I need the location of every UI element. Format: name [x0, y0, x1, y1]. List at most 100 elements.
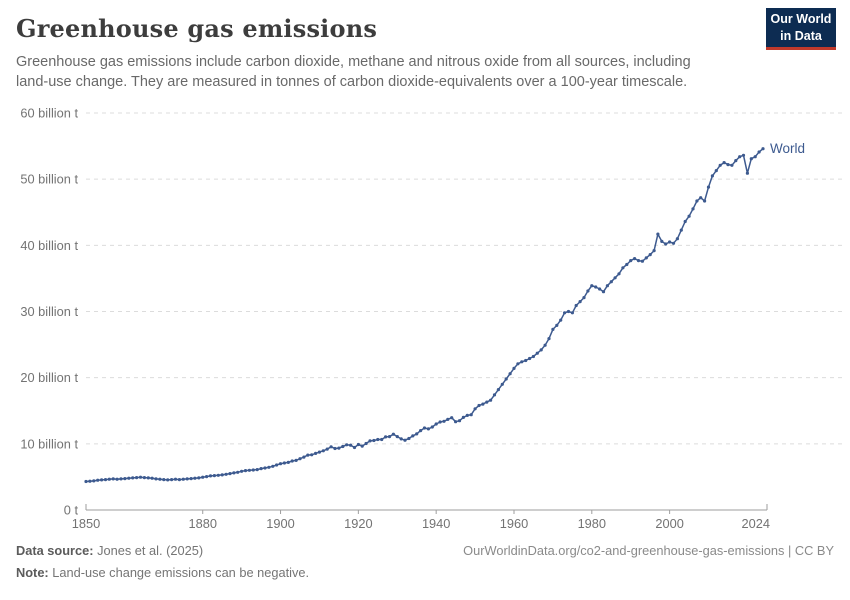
world-series-point: [524, 358, 528, 363]
series-label-world[interactable]: World: [770, 141, 805, 156]
world-series-point: [671, 241, 676, 245]
world-series-point: [473, 407, 477, 411]
world-series-point: [601, 290, 606, 294]
world-series-point: [457, 419, 462, 423]
world-series-point: [555, 323, 559, 327]
world-series-point: [582, 296, 586, 300]
chart-svg: 0 t 10 billion t 20 billion t 30 billion t 4…: [20, 106, 844, 531]
world-series-point: [722, 161, 726, 165]
world-series-point: [345, 443, 349, 447]
world-series-point: [306, 453, 310, 457]
world-series-point: [703, 199, 707, 203]
world-series-point: [757, 150, 761, 154]
world-series-point: [598, 287, 602, 291]
x-axis-tick-label: 1900: [266, 516, 294, 531]
world-series-point: [710, 174, 715, 178]
world-series-point: [158, 477, 162, 481]
world-series-point: [749, 157, 753, 161]
world-series-point: [96, 478, 100, 482]
world-series-point: [259, 467, 263, 471]
x-axis-tick-label: 2024: [742, 516, 770, 531]
y-axis-tick-label: 60 billion t: [20, 106, 78, 121]
world-series-point: [224, 472, 228, 476]
data-source-label: Data source:: [16, 543, 94, 558]
world-series-point: [636, 259, 641, 263]
world-series-point: [489, 398, 493, 402]
world-series-point: [660, 239, 664, 243]
world-series-point: [450, 416, 454, 420]
world-series-point: [496, 388, 500, 392]
world-series-point: [349, 443, 353, 447]
world-series-point: [734, 159, 738, 163]
world-series-point: [135, 476, 139, 480]
world-series-point: [551, 327, 555, 331]
world-series-point: [586, 289, 590, 293]
world-series-point: [193, 476, 197, 480]
world-series-point: [745, 171, 750, 175]
world-series-point: [668, 240, 672, 244]
owid-logo-line2: in Data: [780, 28, 822, 43]
world-series-point: [629, 259, 633, 263]
world-series-point: [531, 354, 536, 359]
world-series-point: [407, 436, 411, 441]
world-series-point: [387, 435, 392, 439]
world-series-point: [201, 475, 205, 479]
world-series-point: [411, 434, 415, 438]
world-series-point: [547, 337, 551, 341]
world-series-point: [415, 432, 419, 436]
world-series-point: [718, 163, 722, 167]
world-series-point: [640, 259, 645, 263]
world-series-point: [481, 402, 485, 406]
world-series-point: [625, 262, 629, 267]
world-series-point: [578, 300, 582, 304]
world-series-point: [543, 343, 547, 347]
world-series-point: [84, 479, 88, 484]
chart-subtitle: Greenhouse gas emissions include carbon …: [16, 54, 691, 90]
world-series-point: [699, 196, 703, 200]
chart-header: Greenhouse gas emissions Greenhouse gas …: [16, 14, 756, 92]
world-series-point: [251, 468, 255, 472]
world-series-point: [679, 228, 683, 232]
world-series-point: [726, 163, 730, 167]
world-series-point: [563, 311, 567, 315]
world-series-point: [111, 477, 115, 481]
world-series-point: [138, 475, 143, 479]
world-series-point: [535, 351, 539, 355]
y-axis-tick-label: 30 billion t: [20, 304, 78, 319]
world-series-point: [422, 426, 427, 430]
world-series-point: [648, 253, 652, 257]
note-label: Note:: [16, 565, 49, 580]
world-series-point: [430, 425, 434, 429]
world-series-point: [391, 432, 395, 436]
world-series-point: [154, 477, 158, 481]
owid-logo[interactable]: Our World in Data: [766, 8, 836, 50]
owid-logo-line1: Our World: [770, 12, 832, 27]
world-series-point: [664, 242, 668, 246]
world-series-point: [205, 475, 209, 479]
world-series-point: [605, 284, 610, 288]
world-series-point: [741, 153, 746, 157]
world-series-point: [368, 439, 372, 443]
world-series-point: [687, 214, 691, 218]
world-series-point: [714, 169, 718, 173]
world-series-point: [469, 413, 473, 417]
world-series-point: [438, 420, 442, 424]
world-series-point: [384, 435, 388, 439]
world-series-point: [465, 413, 469, 417]
world-series-point: [325, 447, 329, 451]
owid-url-link[interactable]: OurWorldinData.org/co2-and-greenhouse-ga…: [463, 543, 785, 558]
world-series-point: [761, 147, 765, 151]
world-series-point: [695, 199, 699, 203]
world-series-point: [617, 272, 621, 276]
world-series-point: [559, 318, 563, 322]
world-series-point: [504, 377, 508, 381]
world-series-point: [228, 472, 232, 476]
world-series-point: [298, 457, 302, 461]
world-series-point: [127, 476, 131, 480]
data-source-line: Data source: Jones et al. (2025): [16, 543, 203, 558]
world-series-point: [594, 285, 598, 289]
license-label: | CC BY: [788, 543, 834, 558]
world-series-point: [243, 469, 248, 473]
world-series-point: [166, 478, 170, 482]
